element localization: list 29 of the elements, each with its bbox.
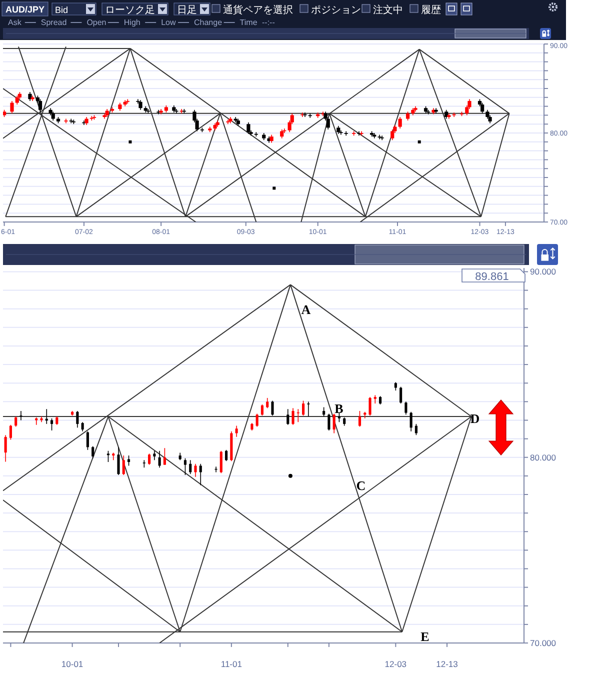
x-tick-label: 12-03 bbox=[384, 659, 407, 669]
text: ポジション bbox=[311, 5, 361, 16]
y-tick-label: 90.000 bbox=[530, 266, 556, 277]
text: Ask bbox=[8, 18, 22, 27]
text: Low bbox=[161, 18, 176, 27]
text: Time bbox=[240, 18, 258, 27]
text: Spread bbox=[40, 18, 67, 27]
x-tick-label: 11-01 bbox=[220, 659, 242, 669]
text: Bid bbox=[55, 5, 68, 15]
x-tick-label: 10-01 bbox=[61, 659, 84, 669]
chart-title: AUD/JPY bbox=[5, 4, 45, 14]
x-tick-label: 12-13 bbox=[436, 659, 458, 669]
text: 日足 bbox=[177, 5, 197, 16]
text: --:-- bbox=[262, 18, 276, 27]
text: 通貨ペアを選択 bbox=[223, 4, 293, 16]
annotation: 89.861 bbox=[475, 271, 509, 283]
text: ローソク足 bbox=[105, 5, 155, 16]
annotation: D bbox=[470, 411, 480, 426]
annotation: E bbox=[420, 629, 430, 644]
y-tick-label: 80.000 bbox=[530, 452, 556, 462]
text: Change bbox=[194, 18, 223, 27]
annotation: A bbox=[301, 302, 312, 317]
text: High bbox=[124, 18, 140, 27]
text: 履歴 bbox=[421, 5, 441, 16]
y-tick-label: 70.000 bbox=[530, 638, 556, 648]
annotation: C bbox=[356, 478, 366, 493]
annotation: B bbox=[334, 401, 344, 416]
text: 注文中 bbox=[373, 4, 403, 16]
text: Open bbox=[86, 18, 106, 27]
